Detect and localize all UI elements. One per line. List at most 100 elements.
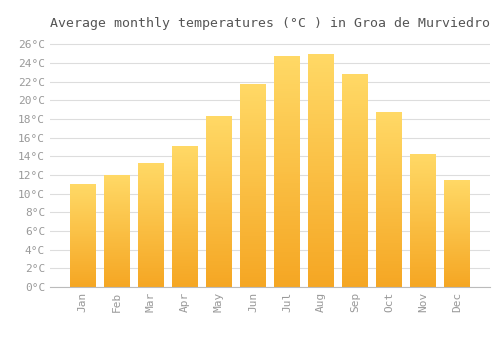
- Bar: [274, 280, 300, 282]
- Bar: [342, 238, 368, 240]
- Bar: [308, 184, 334, 187]
- Bar: [342, 149, 368, 151]
- Bar: [274, 257, 300, 259]
- Bar: [308, 166, 334, 168]
- Bar: [444, 201, 470, 202]
- Bar: [274, 172, 300, 174]
- Bar: [342, 87, 368, 89]
- Bar: [240, 99, 266, 101]
- Bar: [206, 207, 232, 209]
- Bar: [138, 198, 164, 199]
- Bar: [138, 253, 164, 255]
- Bar: [70, 199, 96, 200]
- Bar: [376, 224, 402, 226]
- Bar: [308, 212, 334, 215]
- Bar: [444, 234, 470, 236]
- Bar: [308, 63, 334, 65]
- Bar: [444, 232, 470, 233]
- Bar: [138, 221, 164, 223]
- Bar: [444, 206, 470, 208]
- Bar: [70, 254, 96, 255]
- Bar: [104, 188, 130, 190]
- Bar: [206, 214, 232, 215]
- Bar: [240, 196, 266, 198]
- Bar: [70, 257, 96, 258]
- Bar: [342, 155, 368, 157]
- Bar: [206, 231, 232, 232]
- Bar: [444, 200, 470, 201]
- Bar: [70, 265, 96, 266]
- Bar: [274, 186, 300, 188]
- Bar: [376, 275, 402, 276]
- Bar: [206, 282, 232, 284]
- Bar: [342, 266, 368, 268]
- Bar: [308, 124, 334, 126]
- Bar: [104, 277, 130, 278]
- Bar: [342, 204, 368, 206]
- Bar: [206, 220, 232, 222]
- Bar: [138, 245, 164, 246]
- Bar: [104, 203, 130, 204]
- Bar: [138, 237, 164, 239]
- Bar: [444, 229, 470, 230]
- Bar: [70, 217, 96, 218]
- Bar: [172, 210, 198, 211]
- Bar: [70, 211, 96, 212]
- Bar: [410, 260, 436, 262]
- Bar: [172, 257, 198, 259]
- Bar: [444, 273, 470, 274]
- Bar: [172, 206, 198, 208]
- Bar: [410, 182, 436, 184]
- Bar: [70, 226, 96, 228]
- Bar: [70, 255, 96, 256]
- Bar: [206, 126, 232, 128]
- Bar: [70, 202, 96, 203]
- Bar: [274, 72, 300, 75]
- Bar: [138, 257, 164, 258]
- Bar: [240, 285, 266, 287]
- Bar: [308, 219, 334, 222]
- Bar: [410, 181, 436, 182]
- Bar: [274, 232, 300, 234]
- Bar: [172, 156, 198, 158]
- Bar: [172, 245, 198, 246]
- Bar: [138, 271, 164, 272]
- Bar: [70, 208, 96, 209]
- Bar: [410, 254, 436, 255]
- Bar: [444, 180, 470, 181]
- Bar: [206, 263, 232, 265]
- Bar: [342, 223, 368, 225]
- Bar: [376, 179, 402, 181]
- Bar: [70, 214, 96, 215]
- Bar: [206, 173, 232, 174]
- Bar: [308, 231, 334, 233]
- Bar: [70, 260, 96, 261]
- Bar: [410, 247, 436, 248]
- Bar: [410, 184, 436, 185]
- Bar: [376, 233, 402, 234]
- Bar: [104, 185, 130, 186]
- Bar: [308, 226, 334, 229]
- Bar: [376, 125, 402, 126]
- Bar: [240, 279, 266, 281]
- Bar: [274, 202, 300, 204]
- Bar: [376, 240, 402, 242]
- Bar: [410, 189, 436, 190]
- Bar: [206, 232, 232, 234]
- Bar: [308, 70, 334, 72]
- Bar: [410, 206, 436, 208]
- Bar: [410, 197, 436, 198]
- Bar: [410, 286, 436, 287]
- Bar: [376, 284, 402, 285]
- Bar: [308, 238, 334, 240]
- Bar: [104, 268, 130, 269]
- Bar: [410, 214, 436, 216]
- Bar: [444, 224, 470, 225]
- Bar: [444, 222, 470, 223]
- Bar: [274, 236, 300, 239]
- Bar: [444, 227, 470, 228]
- Bar: [172, 266, 198, 267]
- Bar: [410, 242, 436, 243]
- Bar: [444, 193, 470, 194]
- Bar: [70, 219, 96, 220]
